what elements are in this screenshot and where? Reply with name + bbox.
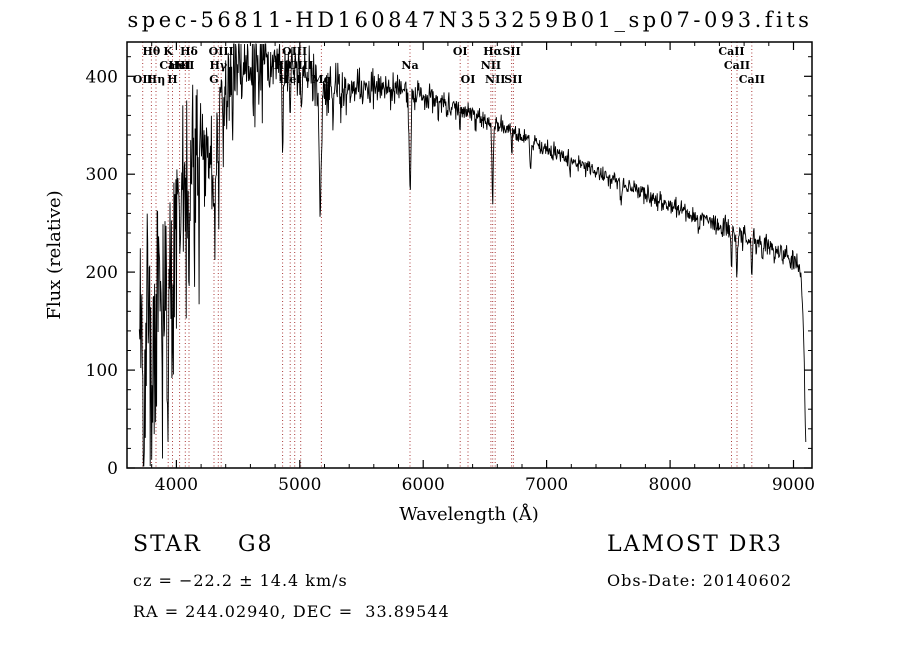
spectral-line-label: G xyxy=(209,73,218,86)
chart-layers: 4000 5000 6000 7000 8000 9000 0 100 200 300 400 Hθ K… xyxy=(86,41,815,495)
spectral-line-label: SII xyxy=(502,45,520,58)
spectral-line-label: Hθ xyxy=(143,45,161,58)
spectral-line-label: CaII xyxy=(159,59,185,72)
spectral-line-label: Hα xyxy=(483,45,502,58)
y-tick-label: 300 xyxy=(86,165,118,185)
spectral-line-label: OI xyxy=(453,45,468,58)
spectral-line-label: Hη xyxy=(147,73,165,86)
spectral-line-label: Hβ xyxy=(274,59,292,72)
y-tick-label: 100 xyxy=(86,361,118,381)
spectral-line-label: CaII xyxy=(718,45,744,58)
x-tick-label: 7000 xyxy=(525,475,568,495)
x-tick-label: 8000 xyxy=(648,475,691,495)
spectral-line-label: Mg xyxy=(311,73,331,86)
x-tick-label: 6000 xyxy=(402,475,445,495)
survey-label: LAMOST DR3 xyxy=(607,532,783,557)
spectral-line-label: NII xyxy=(481,59,501,72)
spectral-line-label: OIII xyxy=(209,45,234,58)
y-axis-label: Flux (relative) xyxy=(44,190,65,319)
spectral-line-label: Hδ xyxy=(180,45,198,58)
spectral-line-label: Na xyxy=(401,59,418,72)
y-tick-label: 200 xyxy=(86,263,118,283)
spectral-line-label: OII xyxy=(133,73,153,86)
spectral-line-label: K xyxy=(163,45,173,58)
x-axis-label: Wavelength (Å) xyxy=(399,503,539,525)
y-tick-label: 0 xyxy=(107,459,118,479)
plot-border xyxy=(126,41,813,469)
spectral-line-label: OI xyxy=(461,73,476,86)
spectral-line-label: OIII xyxy=(288,59,313,72)
x-tick-label: 5000 xyxy=(278,475,321,495)
spectral-line-label: HeI xyxy=(168,59,191,72)
spectral-line-label: SII xyxy=(504,73,522,86)
spectral-line-label: SII xyxy=(176,59,194,72)
y-tick-label: 400 xyxy=(86,67,118,87)
spectral-line-label: Hγ xyxy=(209,59,227,72)
x-tick-label: 9000 xyxy=(772,475,815,495)
x-tick-label: 4000 xyxy=(155,475,198,495)
spectral-line-label: OIII xyxy=(282,45,307,58)
spectrum-chart: 4000 5000 6000 7000 8000 9000 0 100 200 300 400 Hθ K… xyxy=(44,41,815,525)
coordinates: RA = 244.02940, DEC = 33.89544 xyxy=(133,602,450,621)
cz-value: cz = −22.2 ± 14.4 km/s xyxy=(133,571,348,590)
spectral-line-label: H xyxy=(167,73,177,86)
object-class-label: STAR G8 xyxy=(133,532,274,557)
spectral-line-label: CaII xyxy=(724,59,750,72)
spectral-line-label: HeI xyxy=(279,73,302,86)
plot-title: spec-56811-HD160847N353259B01_sp07-093.f… xyxy=(127,8,813,32)
obs-date: Obs-Date: 20140602 xyxy=(607,571,793,590)
spectrum-trace xyxy=(138,43,807,467)
spectral-line-label: CaII xyxy=(739,73,765,86)
spectral-line-label: NII xyxy=(485,73,505,86)
